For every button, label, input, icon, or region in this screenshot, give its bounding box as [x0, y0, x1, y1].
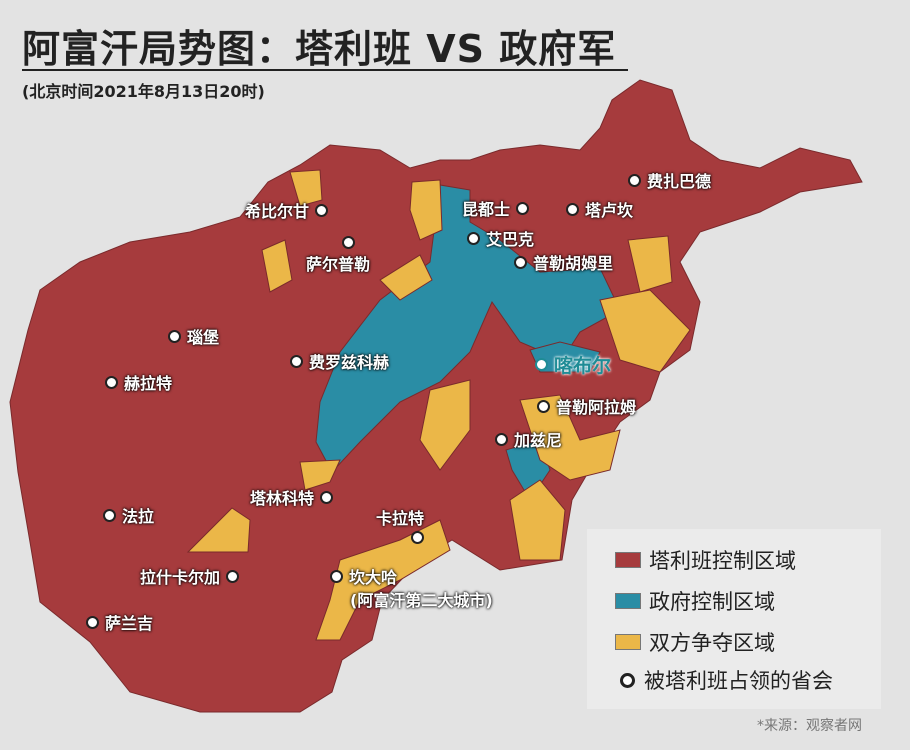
captured-capital-marker: [514, 255, 527, 269]
captured-capital-marker: [315, 203, 329, 217]
captured-capital-marker: [467, 231, 480, 245]
map-title: 阿富汗局势图：塔利班 VS 政府军: [22, 27, 617, 71]
capital-marker: [535, 358, 548, 371]
region-contested: [379, 254, 433, 301]
map-subtitle: (北京时间2021年8月13日20时): [22, 82, 265, 101]
city-kabul: 喀布尔: [535, 351, 611, 378]
region-contested: [299, 459, 341, 491]
region-contested: [289, 169, 323, 207]
captured-capital-marker: [290, 354, 303, 368]
captured-capital-marker: [342, 236, 355, 249]
city-aybak: 艾巴克: [467, 226, 534, 250]
legend-captured: 被塔利班占领的省会: [615, 665, 833, 695]
city-kunduz: 昆都士: [462, 196, 530, 220]
captured-capital-marker: [537, 399, 550, 413]
captured-capital-marker: [411, 531, 425, 544]
captured-capital-marker: [86, 615, 99, 629]
captured-capital-marker: [566, 202, 579, 216]
city-faizabad: 费扎巴德: [628, 168, 711, 192]
city-tarinkot: 塔林科特: [250, 485, 334, 509]
city-sar-e-pol: 萨尔普勒: [306, 236, 370, 275]
source-credit: *来源：观察者网: [757, 718, 862, 734]
city-taloqan: 塔卢坎: [566, 197, 633, 221]
legend-contested: 双方争夺区域: [615, 627, 775, 657]
city-kandahar: 坎大哈: [330, 564, 397, 588]
region-contested: [261, 239, 293, 293]
city-lashkar-gah: 拉什卡尔加: [140, 564, 240, 588]
map-legend: 塔利班控制区域 政府控制区域 双方争夺区域 被塔利班占领的省会: [587, 529, 881, 709]
city-sheberghan: 希比尔甘: [245, 198, 329, 222]
circle-icon: [620, 672, 635, 688]
city-ghazni: 加兹尼: [495, 427, 562, 451]
region-contested: [315, 519, 451, 641]
region-contested: [627, 235, 673, 293]
government-swatch: [615, 593, 641, 609]
region-contested: [186, 507, 251, 553]
contested-swatch: [615, 634, 641, 650]
city-pul-e-khumri: 普勒胡姆里: [514, 250, 613, 274]
captured-capital-marker: [168, 329, 181, 343]
captured-capital-marker: [105, 375, 118, 389]
city-qala-i-naw: 瑙堡: [168, 324, 219, 348]
legend-government: 政府控制区域: [615, 586, 775, 616]
city-firozkoh: 费罗兹科赫: [290, 349, 389, 373]
captured-capital-marker: [516, 201, 530, 215]
captured-capital-marker: [226, 569, 240, 583]
region-contested: [409, 179, 443, 241]
kandahar-note: (阿富汗第二大城市): [350, 591, 493, 610]
captured-capital-marker: [103, 508, 116, 522]
region-contested: [419, 379, 471, 471]
captured-capital-marker: [320, 490, 334, 504]
region-contested: [599, 289, 691, 373]
region-contested: [519, 394, 621, 481]
city-pul-e-alam: 普勒阿拉姆: [537, 394, 636, 418]
captured-capital-marker: [495, 432, 508, 446]
region-contested: [509, 479, 566, 561]
captured-capital-marker: [628, 173, 641, 187]
city-zaranj: 萨兰吉: [86, 610, 153, 634]
city-qalat: 卡拉特: [376, 505, 425, 544]
legend-taliban: 塔利班控制区域: [615, 545, 796, 575]
captured-capital-marker: [330, 569, 343, 583]
taliban-swatch: [615, 552, 641, 568]
city-herat: 赫拉特: [105, 370, 172, 394]
title-divider: [22, 69, 628, 71]
city-farah: 法拉: [103, 503, 154, 527]
